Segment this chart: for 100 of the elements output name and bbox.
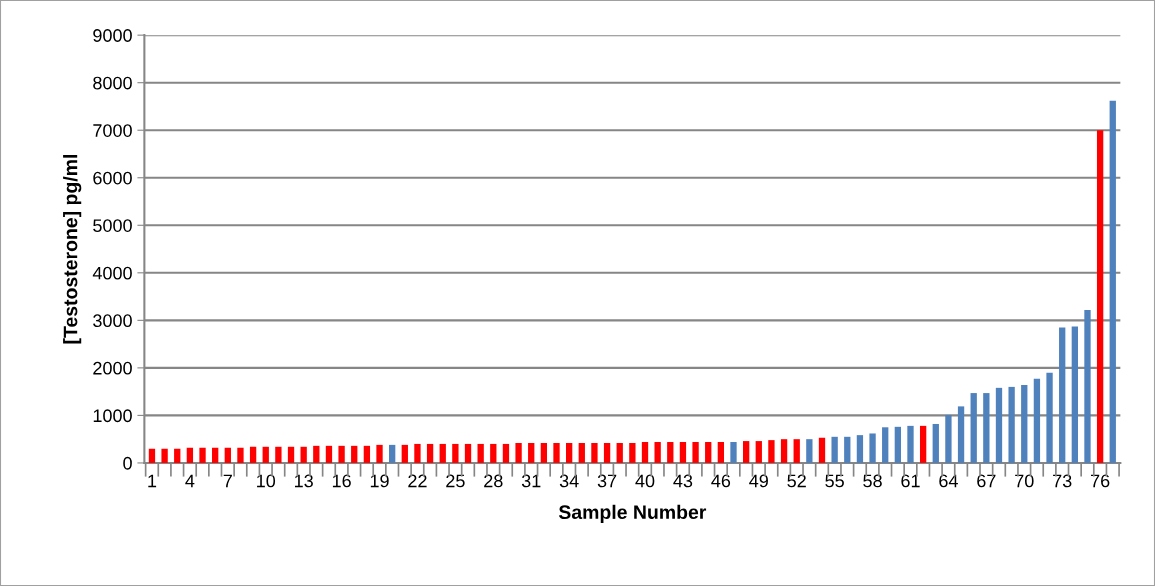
- x-tick-label: 73: [1053, 474, 1072, 488]
- bar: [957, 406, 965, 463]
- x-tick-label: 70: [1015, 474, 1034, 488]
- bar: [1021, 384, 1028, 463]
- bar: [705, 442, 712, 463]
- bar: [1059, 327, 1066, 463]
- y-tick-label: 8000: [93, 76, 132, 90]
- x-tick-label: 40: [635, 474, 655, 488]
- bar: [325, 445, 333, 463]
- bar: [945, 414, 952, 463]
- bar: [540, 442, 548, 463]
- x-tick-label: 25: [446, 474, 465, 488]
- x-tick-label: 64: [939, 474, 958, 488]
- x-tick-label: 13: [295, 474, 313, 488]
- x-tick-label: 67: [977, 474, 996, 488]
- bar: [212, 447, 219, 463]
- bar: [667, 442, 674, 463]
- bar: [287, 446, 295, 463]
- bar: [439, 443, 446, 463]
- x-tick-label: 55: [825, 474, 844, 488]
- bar: [831, 436, 838, 463]
- bar: [528, 442, 535, 463]
- bar: [844, 436, 851, 463]
- bar: [275, 446, 282, 463]
- bar: [983, 393, 990, 463]
- x-tick-label: 37: [597, 474, 617, 488]
- bar: [477, 443, 484, 463]
- x-tick-label: 28: [484, 474, 503, 488]
- bar: [262, 446, 269, 463]
- bar: [578, 442, 585, 463]
- bar: [793, 439, 800, 463]
- x-tick-label: 19: [370, 474, 389, 488]
- y-tick-label: 3000: [93, 314, 132, 328]
- bar: [692, 442, 699, 463]
- bar: [1046, 372, 1053, 463]
- x-tick-label: 61: [901, 474, 920, 488]
- bar: [389, 444, 396, 463]
- x-tick-label: 58: [863, 474, 882, 488]
- bar: [603, 442, 611, 463]
- bar: [768, 440, 775, 463]
- y-tick-label: 1000: [93, 409, 132, 423]
- bar: [919, 425, 927, 463]
- bar: [616, 442, 623, 463]
- y-axis-title: [Testosterone] pg/ml: [63, 154, 82, 344]
- x-tick-label: 34: [559, 474, 579, 488]
- y-tick-label: 9000: [93, 29, 132, 42]
- bar: [780, 439, 788, 463]
- x-tick-label: 1: [148, 474, 157, 488]
- bar: [351, 445, 358, 463]
- bar: [730, 442, 737, 463]
- bar: [1109, 100, 1116, 463]
- bar: [553, 442, 560, 463]
- x-tick-label: 49: [749, 474, 768, 488]
- bar: [856, 435, 864, 463]
- bar: [199, 447, 206, 463]
- bar: [148, 448, 156, 463]
- bar: [995, 387, 1003, 463]
- bar: [1033, 378, 1041, 463]
- bar: [818, 437, 826, 463]
- bar: [742, 441, 750, 463]
- bar: [1084, 309, 1091, 463]
- y-tick-label: 0: [123, 456, 132, 470]
- bar: [338, 445, 345, 463]
- bar: [224, 447, 231, 463]
- bar: [717, 442, 725, 463]
- x-tick-label: 16: [332, 474, 351, 488]
- bar: [313, 445, 320, 463]
- bar: [869, 433, 876, 463]
- bar: [174, 448, 181, 463]
- bar: [186, 447, 194, 463]
- y-tick-label: 4000: [92, 266, 132, 280]
- bar: [907, 425, 914, 463]
- bar: [565, 442, 573, 463]
- x-tick-label: 46: [711, 474, 731, 488]
- y-tick-label: 2000: [93, 361, 132, 375]
- bar: [629, 442, 636, 463]
- bar: [464, 443, 472, 463]
- bar: [894, 426, 902, 463]
- bar: [1008, 386, 1015, 463]
- y-tick-label: 6000: [93, 171, 132, 185]
- bar: [882, 427, 889, 463]
- bar: [426, 443, 434, 463]
- bar: [502, 443, 510, 463]
- bar: [161, 448, 168, 463]
- bar: [237, 447, 244, 463]
- bar: [300, 446, 307, 463]
- x-tick-label: 52: [787, 474, 806, 488]
- bar: [970, 393, 977, 463]
- x-tick-label: 22: [408, 474, 427, 488]
- bar: [1071, 326, 1078, 463]
- bar: [755, 441, 762, 463]
- bar: [376, 444, 383, 463]
- bar: [591, 442, 598, 463]
- bar: [363, 445, 371, 463]
- x-tick-label: 31: [521, 474, 541, 488]
- x-tick-label: 7: [223, 474, 232, 488]
- y-tick-label: 5000: [93, 219, 132, 232]
- bar: [401, 444, 408, 463]
- bar: [515, 442, 522, 463]
- bar: [452, 443, 459, 463]
